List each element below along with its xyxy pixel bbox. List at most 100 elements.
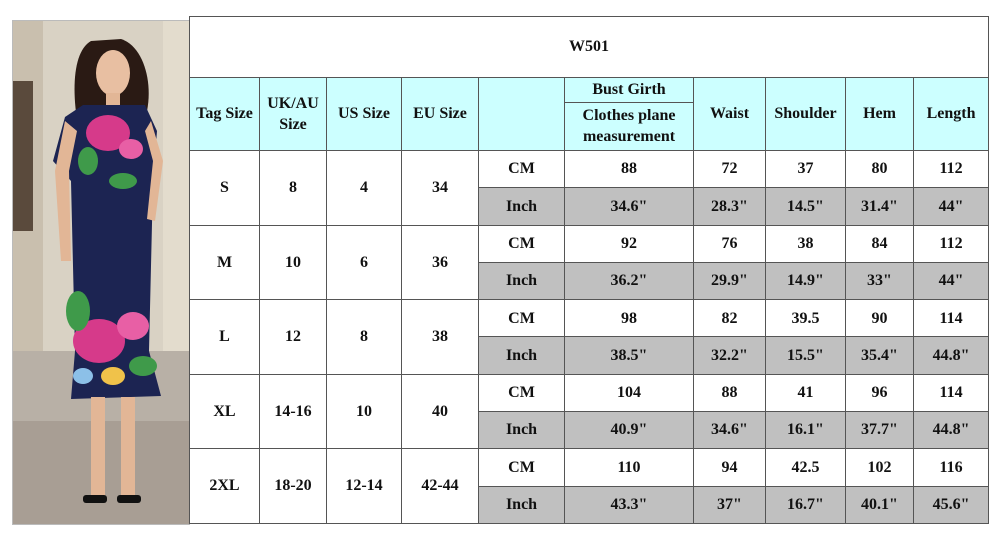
tag-size-cell: S (189, 150, 260, 226)
eu-size-cell: 40 (401, 373, 479, 450)
shoulder-cm-cell: 38 (765, 224, 846, 263)
tag-size-cell: XL (189, 373, 260, 450)
us-size-cell: 8 (326, 299, 402, 375)
product-photo (12, 20, 190, 525)
shoulder-inch-cell: 14.5" (765, 187, 846, 226)
hem-inch-cell: 40.1" (845, 485, 914, 525)
shoulder-inch-cell: 16.1" (765, 411, 846, 450)
header-eu-size: EU Size (401, 77, 479, 152)
size-row-cm: L 12 8 38 CM 98 82 39.5 90 114 (189, 299, 990, 375)
header-bust-girth: Bust Girth (564, 77, 694, 103)
header-length: Length (912, 77, 990, 152)
tag-size-cell: 2XL (189, 448, 260, 524)
waist-cm-cell: 94 (693, 448, 766, 487)
shoulder-cm-cell: 37 (765, 150, 846, 189)
header-uk-au-size: UK/AU Size (259, 77, 327, 152)
us-size-cell: 12-14 (326, 448, 402, 524)
tag-size-cell: M (189, 224, 260, 301)
header-shoulder: Shoulder (765, 77, 846, 152)
bust-cm-cell: 104 (564, 373, 694, 413)
size-row-cm: S 8 4 34 CM 88 72 37 80 112 (189, 150, 990, 226)
uk-au-size-cell: 18-20 (259, 448, 327, 524)
bust-cm-cell: 98 (564, 299, 694, 338)
waist-inch-cell: 28.3" (693, 187, 766, 226)
hem-inch-cell: 33" (845, 261, 914, 301)
hem-cm-cell: 90 (845, 299, 914, 338)
hem-inch-cell: 31.4" (845, 187, 914, 226)
size-row-inch: Inch 38.5" 32.2" 15.5" 35.4" 44.8" (190, 336, 990, 375)
shoulder-cm-cell: 39.5 (765, 299, 846, 338)
size-row-inch: Inch 40.9" 34.6" 16.1" 37.7" 44.8" (190, 411, 990, 450)
size-row-cm: M 10 6 36 CM 92 76 38 84 112 (189, 224, 990, 301)
size-row-inch: Inch 43.3" 37" 16.7" 40.1" 45.6" (190, 485, 990, 525)
header-hem: Hem (845, 77, 914, 152)
length-inch-cell: 44" (912, 261, 990, 301)
unit-inch-cell: Inch (478, 411, 565, 450)
unit-cm-cell: CM (478, 448, 565, 487)
uk-au-size-cell: 8 (259, 150, 327, 226)
waist-cm-cell: 82 (693, 299, 766, 338)
us-size-cell: 4 (326, 150, 402, 226)
length-inch-cell: 45.6" (912, 485, 990, 525)
waist-cm-cell: 88 (693, 373, 766, 413)
bust-inch-cell: 36.2" (564, 261, 694, 301)
hem-inch-cell: 37.7" (845, 411, 914, 450)
eu-size-cell: 36 (401, 224, 479, 301)
bust-cm-cell: 110 (564, 448, 694, 487)
unit-inch-cell: Inch (478, 187, 565, 226)
length-cm-cell: 112 (912, 150, 990, 189)
model-in-dress-image (13, 21, 189, 524)
unit-inch-cell: Inch (478, 336, 565, 375)
hem-cm-cell: 102 (845, 448, 914, 487)
waist-inch-cell: 29.9" (693, 261, 766, 301)
waist-inch-cell: 34.6" (693, 411, 766, 450)
shoulder-inch-cell: 15.5" (765, 336, 846, 375)
hem-cm-cell: 80 (845, 150, 914, 189)
length-cm-cell: 116 (912, 448, 990, 487)
length-cm-cell: 114 (912, 373, 990, 413)
eu-size-cell: 34 (401, 150, 479, 226)
length-inch-cell: 44.8" (912, 411, 990, 450)
size-chart-table: W501 Tag Size UK/AU Size US Size EU Size… (188, 15, 990, 525)
tag-size-cell: L (189, 299, 260, 375)
bust-cm-cell: 88 (564, 150, 694, 189)
length-inch-cell: 44.8" (912, 336, 990, 375)
bust-inch-cell: 38.5" (564, 336, 694, 375)
unit-cm-cell: CM (478, 299, 565, 338)
size-row-inch: Inch 34.6" 28.3" 14.5" 31.4" 44" (190, 187, 990, 226)
bust-cm-cell: 92 (564, 224, 694, 263)
length-cm-cell: 112 (912, 224, 990, 263)
shoulder-cm-cell: 41 (765, 373, 846, 413)
shoulder-cm-cell: 42.5 (765, 448, 846, 487)
length-inch-cell: 44" (912, 187, 990, 226)
size-row-cm: XL 14-16 10 40 CM 104 88 41 96 114 (189, 373, 990, 450)
shoulder-inch-cell: 14.9" (765, 261, 846, 301)
length-cm-cell: 114 (912, 299, 990, 338)
size-row-cm: 2XL 18-20 12-14 42-44 CM 110 94 42.5 102 116 (189, 448, 990, 524)
uk-au-size-cell: 10 (259, 224, 327, 301)
uk-au-size-cell: 12 (259, 299, 327, 375)
unit-cm-cell: CM (478, 150, 565, 189)
unit-cm-cell: CM (478, 373, 565, 413)
header-clothes-plane-measurement: Clothes plane measurement (564, 101, 694, 152)
waist-cm-cell: 72 (693, 150, 766, 189)
bust-inch-cell: 34.6" (564, 187, 694, 226)
header-us-size: US Size (326, 77, 402, 152)
hem-inch-cell: 35.4" (845, 336, 914, 375)
us-size-cell: 6 (326, 224, 402, 301)
uk-au-size-cell: 14-16 (259, 373, 327, 450)
header-waist: Waist (693, 77, 766, 152)
header-unit (478, 77, 565, 152)
unit-inch-cell: Inch (478, 261, 565, 301)
bust-inch-cell: 43.3" (564, 485, 694, 525)
hem-cm-cell: 84 (845, 224, 914, 263)
size-row-inch: Inch 36.2" 29.9" 14.9" 33" 44" (190, 261, 990, 301)
waist-cm-cell: 76 (693, 224, 766, 263)
header-tag-size: Tag Size (189, 77, 260, 152)
us-size-cell: 10 (326, 373, 402, 450)
shoulder-inch-cell: 16.7" (765, 485, 846, 525)
unit-cm-cell: CM (478, 224, 565, 263)
hem-cm-cell: 96 (845, 373, 914, 413)
bust-inch-cell: 40.9" (564, 411, 694, 450)
eu-size-cell: 42-44 (401, 448, 479, 524)
